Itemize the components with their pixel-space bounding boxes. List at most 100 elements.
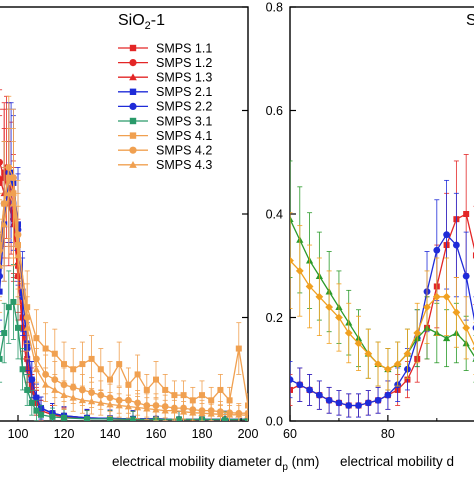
series-group	[290, 154, 474, 418]
data-point	[442, 292, 451, 301]
data-point	[124, 402, 132, 410]
series-line	[0, 165, 248, 421]
data-point	[33, 394, 40, 402]
data-point	[442, 334, 451, 342]
x-tick-label: 140	[100, 427, 121, 441]
data-point	[290, 376, 294, 383]
data-point	[28, 376, 36, 383]
data-point	[355, 402, 362, 409]
data-point	[14, 251, 22, 259]
data-point	[88, 355, 95, 362]
data-point	[433, 246, 441, 254]
data-point	[23, 324, 31, 331]
data-point	[245, 416, 248, 421]
series-line	[0, 177, 248, 406]
panel-title: SiO2-1	[118, 12, 165, 32]
data-point	[5, 304, 12, 311]
data-point	[290, 256, 294, 265]
series-smps-1-2	[0, 89, 248, 421]
data-point	[143, 404, 151, 412]
legend-label: SMPS 2.2	[156, 100, 212, 114]
data-point	[384, 391, 392, 399]
data-point	[125, 381, 132, 388]
data-point	[315, 292, 324, 301]
data-point	[462, 272, 470, 280]
legend-marker	[129, 102, 137, 110]
series-smps-4-2	[0, 95, 248, 421]
legend-label: SMPS 1.2	[156, 56, 212, 70]
series-line	[0, 164, 248, 414]
y-tick-label: 0.8	[266, 1, 283, 15]
data-point	[49, 413, 56, 420]
legend-marker	[129, 117, 137, 125]
data-point	[0, 158, 3, 166]
data-point	[345, 402, 353, 409]
data-point	[180, 408, 188, 415]
series-line	[0, 190, 248, 416]
data-point	[217, 386, 224, 393]
data-point	[176, 416, 182, 421]
data-point	[162, 386, 169, 393]
data-point	[305, 282, 314, 291]
data-point	[134, 403, 142, 411]
series-unlabeled-1	[290, 179, 474, 418]
series-line	[0, 177, 248, 421]
data-point	[0, 355, 3, 362]
data-point	[374, 360, 382, 368]
data-point	[116, 361, 123, 368]
data-point	[152, 406, 160, 413]
x-tick-label: 100	[8, 427, 29, 441]
data-point	[198, 409, 206, 417]
legend-label: SMPS 1.1	[156, 41, 212, 55]
data-point	[143, 386, 150, 393]
data-point	[413, 329, 422, 337]
legend-marker	[129, 59, 137, 67]
data-point	[393, 360, 402, 368]
data-point	[222, 416, 228, 421]
data-point	[88, 397, 96, 405]
data-point	[189, 409, 197, 416]
data-point	[290, 215, 294, 223]
legend-marker	[129, 132, 137, 139]
data-point	[42, 345, 49, 352]
data-point	[69, 394, 77, 401]
data-point	[325, 396, 333, 404]
data-point	[10, 298, 17, 305]
x-tick-label: 160	[146, 427, 167, 441]
data-point	[0, 272, 3, 280]
legend-label: SMPS 3.1	[156, 114, 212, 128]
data-point	[290, 386, 293, 393]
data-point	[325, 303, 334, 312]
series-line	[0, 300, 248, 421]
data-point	[226, 411, 234, 418]
data-point	[383, 365, 392, 374]
y-tick-label: 0.6	[266, 104, 283, 118]
data-point	[61, 361, 67, 368]
data-point	[19, 366, 26, 373]
legend-label: SMPS 2.1	[156, 85, 212, 99]
data-point	[134, 371, 141, 378]
data-point	[335, 313, 343, 322]
data-point	[24, 386, 31, 393]
data-point	[28, 399, 35, 406]
data-point	[452, 308, 461, 317]
data-point	[199, 392, 205, 399]
data-point	[452, 241, 460, 249]
data-point	[0, 220, 8, 228]
series-unlabeled-0	[290, 154, 474, 418]
x-tick-label: 180	[192, 427, 213, 441]
data-point	[0, 288, 3, 295]
legend-marker	[129, 88, 137, 95]
data-point	[130, 416, 136, 421]
y-tick-label: 0.0	[266, 415, 283, 429]
data-point	[207, 410, 215, 417]
data-point	[295, 267, 304, 275]
legend-label: SMPS 1.3	[156, 71, 212, 85]
data-point	[97, 399, 105, 406]
x-tick-label: 200	[238, 427, 259, 441]
